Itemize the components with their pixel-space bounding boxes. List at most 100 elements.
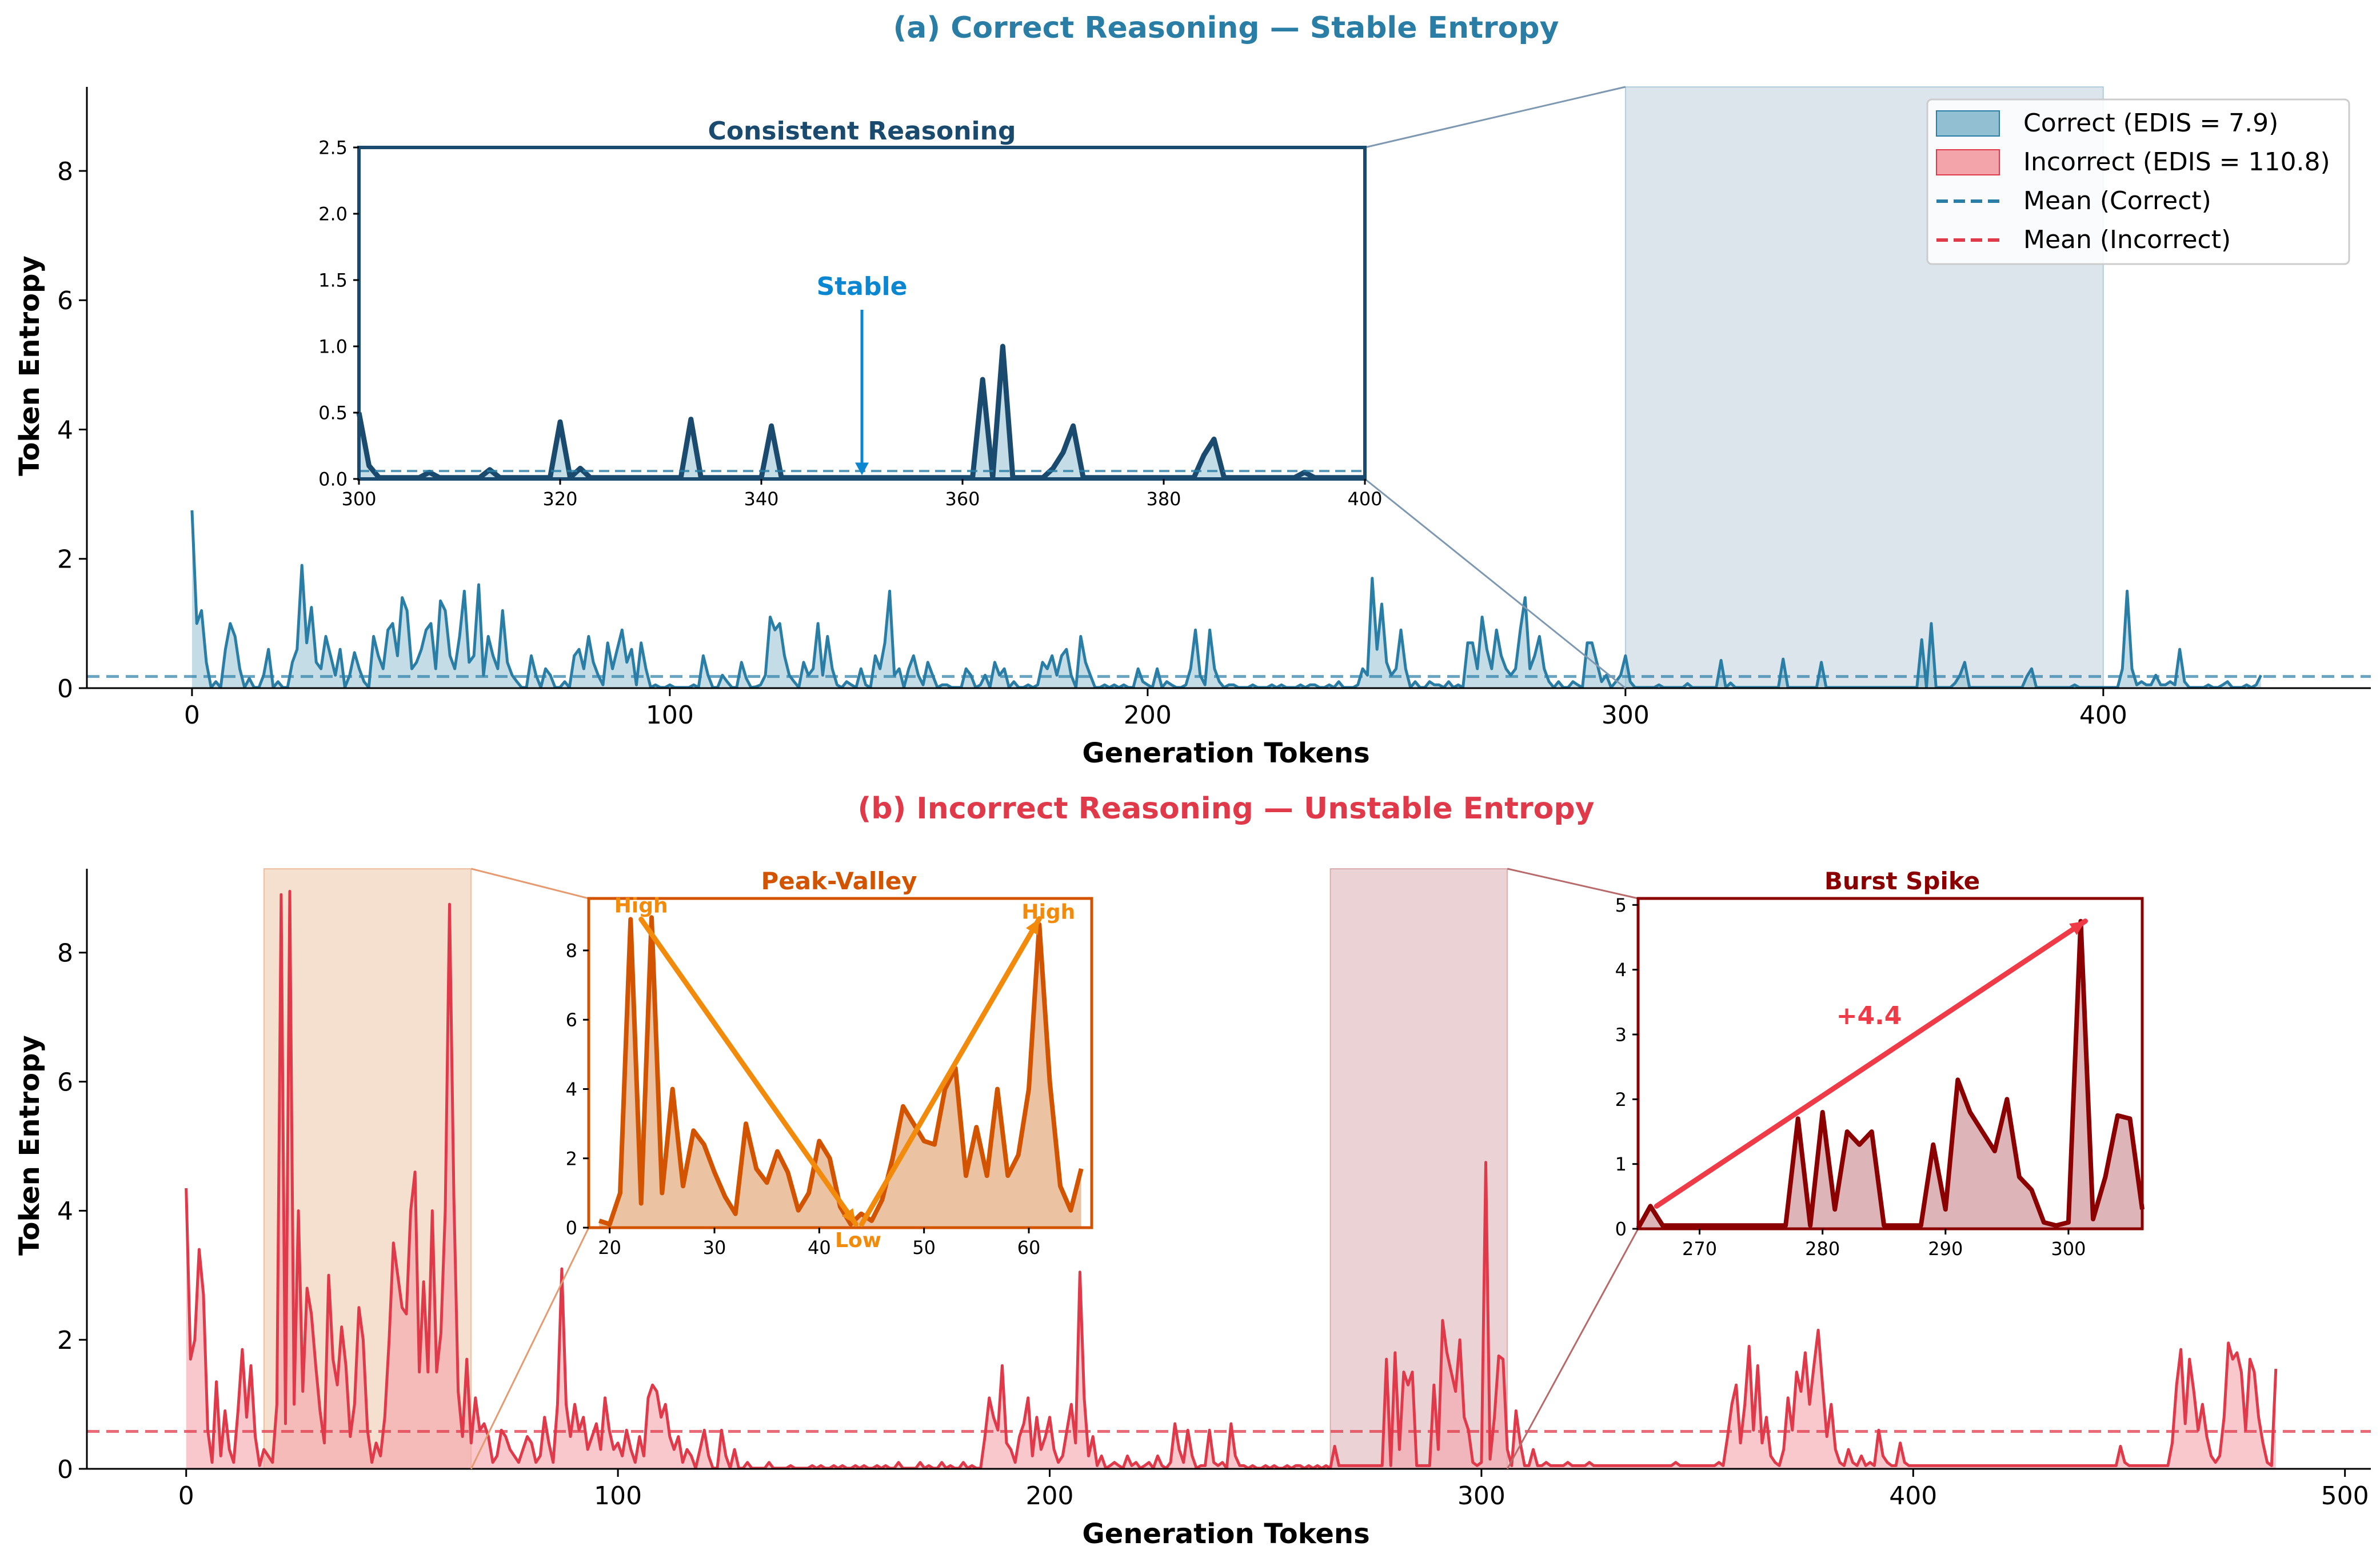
legend-swatch-correct bbox=[1936, 110, 2000, 137]
inset-a-xtick-label: 400 bbox=[1347, 488, 1382, 510]
panel-b-ytick-label: 2 bbox=[57, 1326, 73, 1355]
panel-a-ytick-label: 2 bbox=[57, 545, 73, 574]
inset-bs-background bbox=[1638, 898, 2142, 1229]
inset-a-xtick-label: 320 bbox=[542, 488, 577, 510]
inset-bs-ytick-label: 1 bbox=[1615, 1153, 1627, 1175]
panel-a-xtick-label: 400 bbox=[2079, 701, 2127, 730]
panel-a-ytick-label: 6 bbox=[57, 286, 73, 315]
panel-a-title: (a) Correct Reasoning — Stable Entropy bbox=[893, 11, 1559, 45]
inset-a-ytick-label: 0.5 bbox=[318, 402, 348, 424]
inset-pv-ytick-label: 2 bbox=[566, 1148, 577, 1169]
inset-bs-xtick-label: 270 bbox=[1682, 1238, 1717, 1260]
panel-b-ylabel: Token Entropy bbox=[14, 1035, 46, 1256]
pv-connector-bottom bbox=[470, 1227, 590, 1469]
panel-b-zoom-rect-burst bbox=[1329, 868, 1508, 1469]
inset-bs-xtick-label: 280 bbox=[1805, 1238, 1840, 1260]
panel-b-title: (b) Incorrect Reasoning — Unstable Entro… bbox=[858, 792, 1595, 826]
pv-connector-top bbox=[470, 868, 589, 900]
legend-frame bbox=[1926, 98, 2350, 265]
legend: Correct (EDIS = 7.9) Incorrect (EDIS = 1… bbox=[1926, 98, 2350, 265]
inset-bs-frame bbox=[1636, 897, 2144, 1231]
burst-label: +4.4 bbox=[1836, 1001, 1902, 1030]
legend-label-incorrect: Incorrect (EDIS = 110.8) bbox=[2023, 147, 2330, 177]
panel-b-xtick-label: 200 bbox=[1026, 1481, 1074, 1511]
inset-pv-series-area bbox=[599, 917, 1081, 1228]
panel-a-zoom-connectors bbox=[1364, 86, 1626, 689]
panel-a-xtick-label: 200 bbox=[1124, 701, 1172, 730]
panel-a-ylabel: Token Entropy bbox=[14, 255, 46, 476]
panel-b-xlabel: Generation Tokens bbox=[1082, 1518, 1369, 1550]
panel-b-series-area bbox=[186, 891, 2276, 1469]
panel-b-xtick-label: 400 bbox=[1889, 1481, 1937, 1511]
burst-arrow-shaft bbox=[1654, 918, 2088, 1209]
inset-a-xtick-label: 340 bbox=[744, 488, 778, 510]
inset-a-ytick-label: 2.5 bbox=[318, 137, 348, 159]
inset-pv-ytick-label: 0 bbox=[566, 1217, 577, 1239]
pv-label-high-right: High bbox=[1021, 900, 1075, 924]
inset-pv-ytick-label: 4 bbox=[566, 1078, 577, 1100]
panel-a-series-area bbox=[191, 510, 2261, 688]
inset-consistent-reasoning-title: Consistent Reasoning bbox=[708, 117, 1016, 146]
inset-pv-xtick-label: 50 bbox=[912, 1237, 936, 1259]
panel-b-zoom-connectors bbox=[470, 868, 1639, 1469]
panel-b-plot-area bbox=[87, 890, 2371, 1470]
legend-label-mean-correct: Mean (Correct) bbox=[2023, 186, 2211, 215]
inset-a-ytick-label: 0.0 bbox=[318, 469, 348, 490]
inset-bs-ytick-label: 4 bbox=[1615, 959, 1627, 981]
panel-a-connector-top bbox=[1364, 86, 1626, 149]
legend-label-correct: Correct (EDIS = 7.9) bbox=[2023, 109, 2278, 138]
inset-a-ytick-label: 1.0 bbox=[318, 336, 348, 358]
inset-bs-xtick-label: 290 bbox=[1928, 1238, 1963, 1260]
stable-annotation: Stable bbox=[817, 272, 908, 301]
pv-arrow-up-head bbox=[1025, 918, 1040, 935]
legend-swatch-incorrect bbox=[1936, 149, 2000, 175]
inset-a-xtick-label: 360 bbox=[945, 488, 980, 510]
pv-label-low: Low bbox=[835, 1229, 881, 1252]
panel-b-ytick-label: 0 bbox=[57, 1455, 73, 1484]
burst-arrow-head bbox=[2069, 921, 2086, 936]
inset-pv-xtick-label: 20 bbox=[598, 1237, 621, 1259]
inset-peak-valley: 20 30 40 50 60 0 2 4 6 8 High Low High bbox=[566, 894, 1093, 1259]
panel-b-xtick-label: 100 bbox=[594, 1481, 642, 1511]
inset-a-xtick-label: 300 bbox=[341, 488, 376, 510]
panel-b-ytick-label: 8 bbox=[57, 939, 73, 968]
bs-connector-bottom bbox=[1506, 1228, 1639, 1469]
inset-a-xtick-label: 380 bbox=[1146, 488, 1181, 510]
panel-a-xtick-label: 100 bbox=[646, 701, 694, 730]
pv-label-high-left: High bbox=[614, 894, 668, 917]
inset-bs-ytick-label: 2 bbox=[1615, 1089, 1627, 1110]
inset-pv-series-line bbox=[598, 915, 1084, 1227]
panel-a-connector-bottom bbox=[1364, 478, 1626, 689]
inset-a-frame bbox=[357, 146, 1367, 481]
panel-a-ytick-label: 4 bbox=[57, 416, 73, 445]
inset-burst-spike: 270 280 290 300 0 1 2 3 4 5 +4.4 bbox=[1615, 894, 2145, 1260]
inset-pv-xtick-label: 60 bbox=[1017, 1237, 1041, 1259]
panel-b-xtick-label: 0 bbox=[178, 1481, 194, 1511]
panel-b-xtick-label: 500 bbox=[2321, 1481, 2369, 1511]
inset-a-ytick-label: 2.0 bbox=[318, 203, 348, 225]
pv-arrow-down-shaft bbox=[638, 916, 858, 1227]
panel-b-ytick-label: 4 bbox=[57, 1197, 73, 1226]
panel-a-xlabel: Generation Tokens bbox=[1082, 737, 1369, 769]
inset-bs-ytick-label: 0 bbox=[1615, 1219, 1627, 1240]
inset-consistent-reasoning: 300 320 340 360 380 400 0.0 0.5 1.0 1.5 2.0 2.5 bbox=[318, 137, 1382, 510]
panel-b-series-line bbox=[185, 890, 2278, 1470]
panel-b-ytick-label: 6 bbox=[57, 1068, 73, 1097]
panel-a-ytick-label: 0 bbox=[57, 674, 73, 704]
inset-pv-ytick-label: 8 bbox=[566, 940, 577, 961]
inset-pv-xtick-label: 30 bbox=[703, 1237, 726, 1259]
inset-bs-ytick-label: 3 bbox=[1615, 1024, 1627, 1046]
inset-burst-spike-title: Burst Spike bbox=[1824, 867, 1980, 895]
pv-arrow-up-shaft bbox=[859, 916, 1042, 1227]
panel-a-xtick-label: 0 bbox=[184, 701, 200, 730]
inset-bs-series-line bbox=[1636, 918, 2145, 1229]
inset-pv-xtick-label: 40 bbox=[808, 1237, 831, 1259]
panel-a-xtick-label: 300 bbox=[1602, 701, 1650, 730]
panel-b-xtick-label: 300 bbox=[1457, 1481, 1506, 1511]
inset-peak-valley-title: Peak-Valley bbox=[761, 867, 917, 895]
legend-label-mean-incorrect: Mean (Incorrect) bbox=[2023, 225, 2231, 254]
panel-a-axes: 0 100 200 300 400 0 2 4 6 8 bbox=[57, 87, 2371, 730]
stable-arrow-head bbox=[855, 462, 869, 476]
